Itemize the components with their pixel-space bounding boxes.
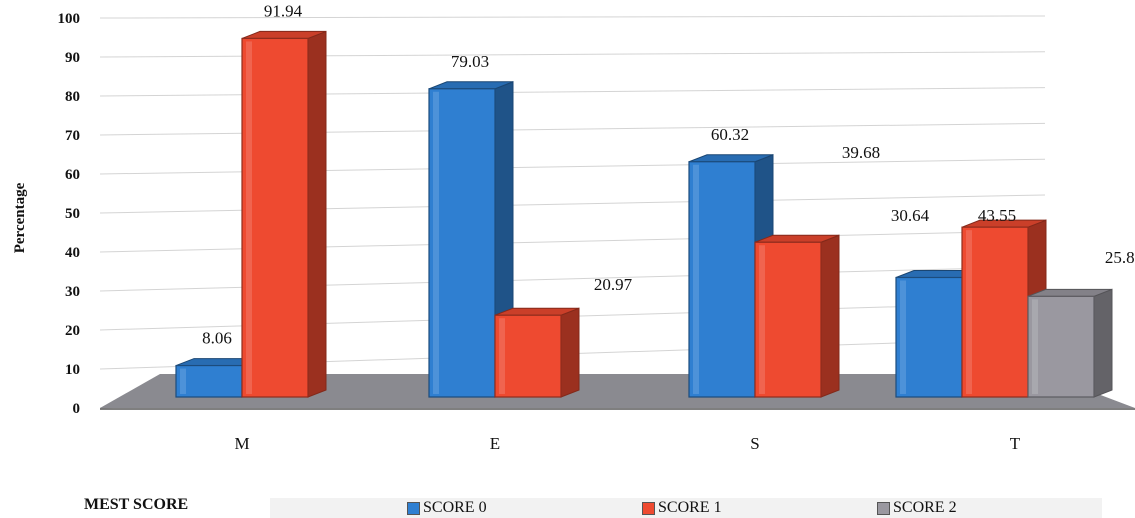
legend-swatch-score-2: [877, 501, 890, 515]
legend-label-score-0: SCORE 0: [423, 499, 487, 516]
data-label: 60.32: [711, 125, 749, 144]
bar-series: [175, 30, 1113, 398]
legend-label-score-1: SCORE 1: [658, 499, 722, 516]
y-tick-label: 90: [65, 50, 80, 66]
legend-label-score-2: SCORE 2: [893, 499, 957, 516]
bar-highlight: [499, 318, 505, 394]
legend-swatch-score-0: [407, 501, 420, 515]
bar-front: [754, 241, 822, 398]
bar-highlight: [966, 230, 972, 394]
bar-side: [560, 307, 580, 398]
y-tick-label: 70: [65, 128, 80, 144]
bar-m-score-1: [241, 30, 327, 398]
y-tick-label: 40: [65, 245, 80, 261]
bar-highlight: [180, 368, 186, 394]
bar-highlight: [246, 41, 252, 395]
bar-t-score-2: [1027, 288, 1113, 398]
x-tick-label: M: [234, 434, 249, 453]
y-tick-label: 0: [73, 401, 81, 417]
x-tick-label: S: [750, 434, 759, 453]
bar-front: [494, 314, 562, 398]
bar-e-score-1: [494, 307, 580, 398]
y-tick-label: 50: [65, 206, 80, 222]
bar-side: [1093, 288, 1113, 398]
data-label: 8.06: [202, 329, 232, 348]
data-label: 30.64: [891, 206, 930, 225]
data-label: 20.97: [594, 275, 633, 294]
bar-front: [895, 276, 963, 398]
y-axis-ticks: 0 10 20 30 40 50 60 70 80 90 100: [58, 11, 81, 417]
legend-title: MEST SCORE: [84, 496, 189, 513]
data-label: 79.03: [451, 52, 489, 71]
legend-swatch-score-1: [642, 501, 655, 515]
x-tick-label: E: [490, 434, 500, 453]
y-tick-label: 100: [58, 11, 81, 27]
chart-floor: [100, 374, 1135, 410]
data-label: 25.81: [1105, 248, 1135, 267]
bar-front: [428, 88, 496, 398]
gridline: [99, 15, 1046, 19]
bar-s-score-1: [754, 234, 840, 398]
data-label: 91.94: [264, 1, 303, 20]
floor-plane: [100, 374, 1135, 408]
bar-chart: 0 10 20 30 40 50 60 70 80 90 100 Percentage 8.06 91…: [12, 1, 1135, 453]
legend: MEST SCORE SCORE 0 SCORE 1 SCORE 2: [0, 490, 1135, 518]
x-tick-label: T: [1010, 434, 1021, 453]
data-labels: 8.06 91.94 79.03 20.97 60.32 39.68 30.64 43.55 2…: [202, 1, 1135, 347]
data-label: 43.55: [978, 206, 1016, 225]
bar-side: [307, 30, 327, 398]
y-axis-label: Percentage: [12, 182, 28, 253]
legend-item-score-1: SCORE 1: [642, 499, 722, 517]
bar-front: [688, 161, 756, 398]
y-tick-label: 10: [65, 362, 80, 378]
bar-front: [241, 37, 309, 398]
legend-item-score-0: SCORE 0: [407, 499, 487, 517]
y-tick-label: 80: [65, 89, 80, 105]
data-label: 39.68: [842, 143, 880, 162]
bar-side: [820, 234, 840, 398]
bar-highlight: [433, 91, 439, 395]
bar-highlight: [900, 280, 906, 394]
bar-highlight: [759, 245, 765, 394]
y-tick-label: 20: [65, 323, 80, 339]
legend-box: SCORE 0 SCORE 1 SCORE 2: [270, 498, 1102, 518]
bar-front: [175, 364, 243, 398]
y-tick-label: 60: [65, 167, 80, 183]
bar-highlight: [1032, 299, 1038, 394]
legend-item-score-2: SCORE 2: [877, 499, 957, 517]
bar-highlight: [693, 164, 699, 394]
y-tick-label: 30: [65, 284, 80, 300]
bar-front: [1027, 295, 1095, 398]
